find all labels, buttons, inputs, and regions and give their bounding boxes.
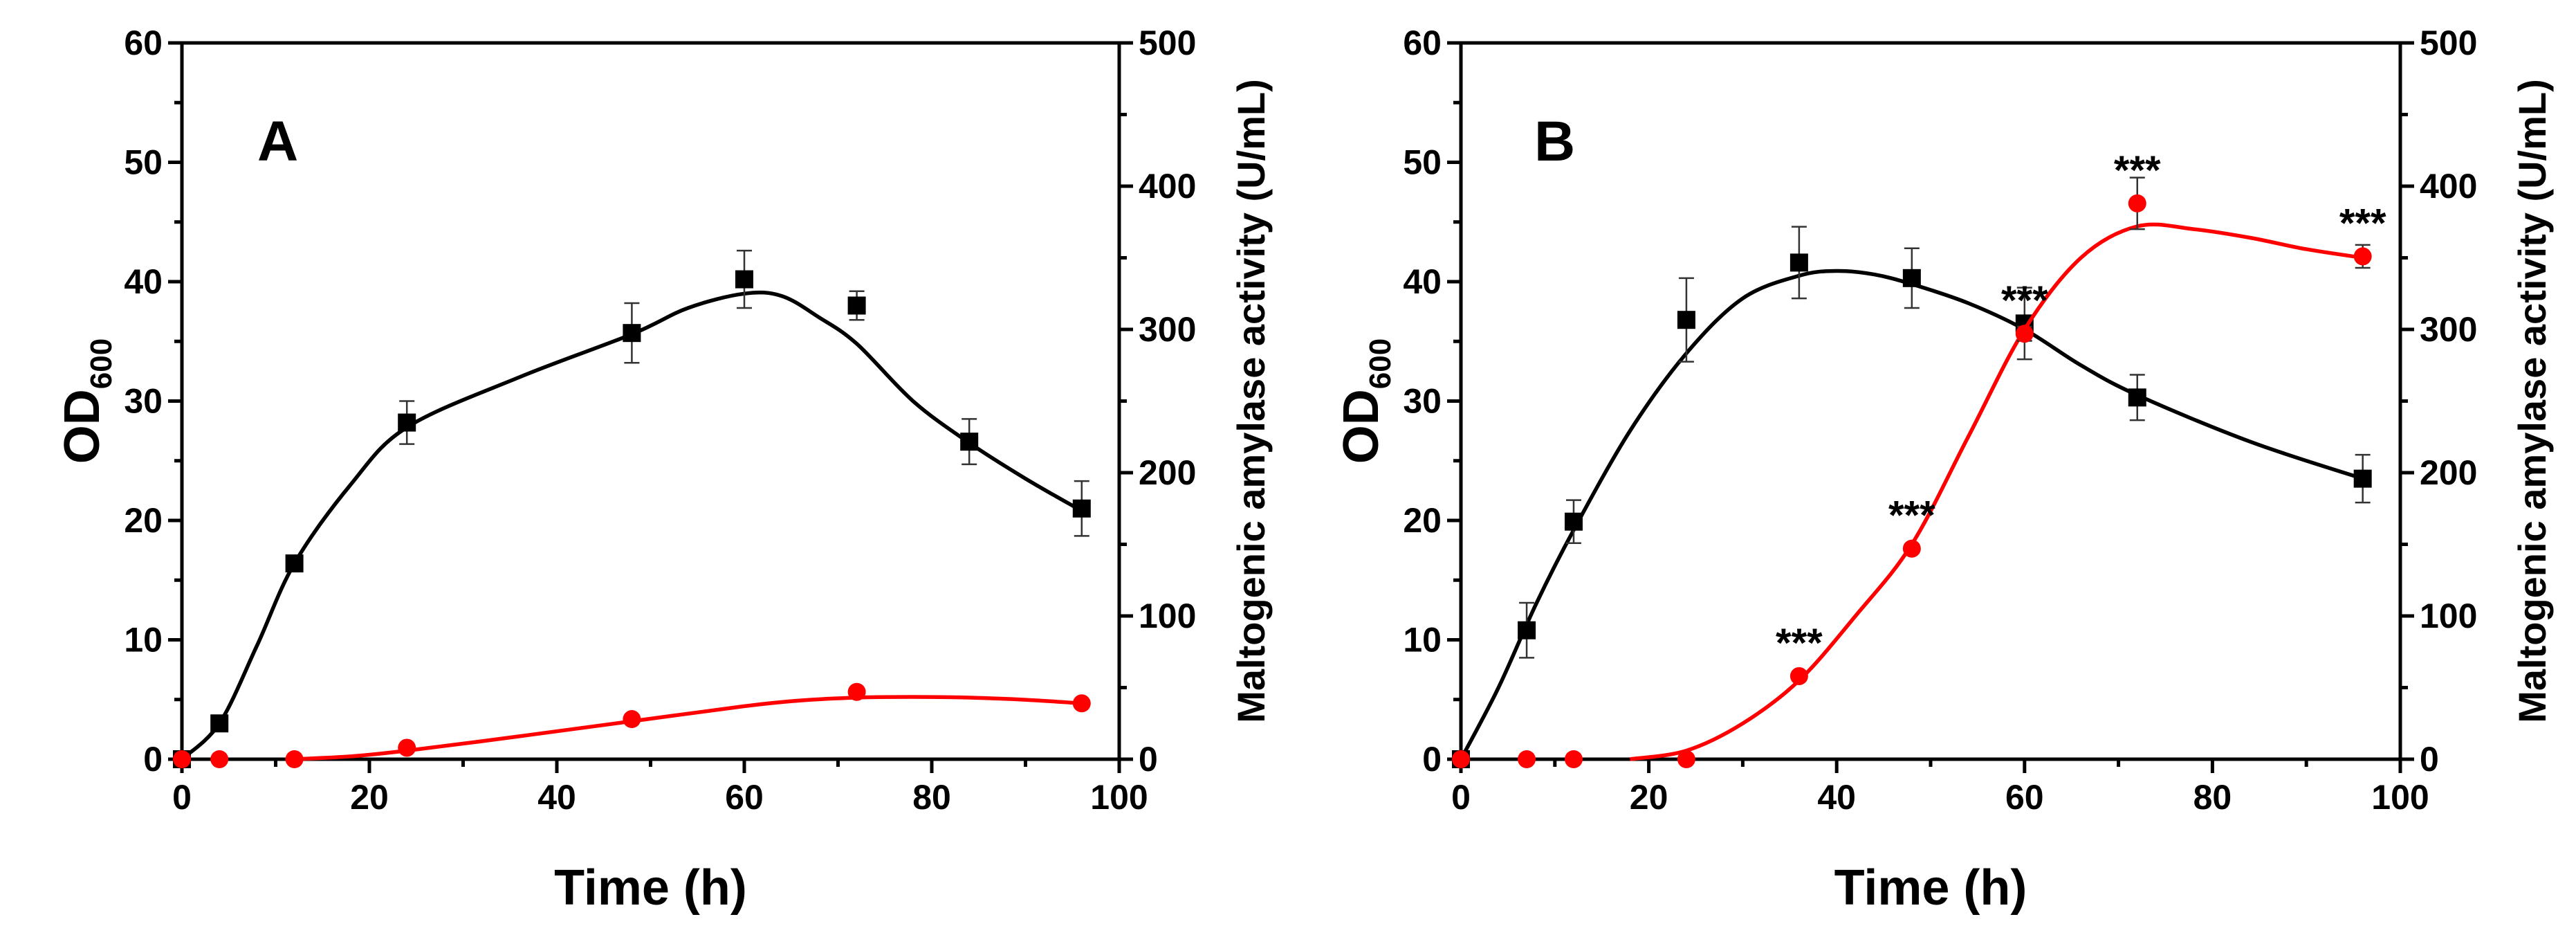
data-point-circle — [847, 682, 866, 701]
data-point-circle — [1790, 666, 1808, 685]
y2-tick-label: 0 — [2420, 740, 2439, 779]
series-activity: *** *** *** *** *** — [1452, 148, 2386, 768]
data-point-square — [285, 554, 304, 573]
y2-tick-label: 300 — [2420, 310, 2477, 349]
data-point-circle — [2015, 325, 2034, 343]
x-tick-label: 80 — [912, 778, 951, 817]
x-tick-label: 40 — [1817, 778, 1856, 817]
y2-tick-label: 300 — [1139, 310, 1196, 349]
y2-tick-label: 400 — [2420, 167, 2477, 206]
series-line — [1629, 222, 2364, 761]
y-tick-label: 20 — [1403, 501, 1442, 540]
y2-tick-label: 0 — [1139, 740, 1158, 779]
y-tick-label: 10 — [124, 621, 163, 660]
data-point-circle — [1902, 539, 1921, 558]
x-tick-label: 0 — [172, 778, 192, 817]
data-point-square — [960, 433, 979, 451]
x-tick-label: 100 — [1090, 778, 1148, 817]
series-od600 — [173, 249, 1091, 768]
y-tick-label: 50 — [1403, 143, 1442, 182]
y-tick-label: 30 — [124, 382, 163, 421]
x-tick-label: 100 — [2371, 778, 2429, 817]
data-point-circle — [2128, 194, 2146, 212]
plot-frame — [1459, 41, 2402, 761]
data-point-circle — [210, 750, 229, 768]
y2-tick-label: 500 — [2420, 24, 2477, 62]
data-point-circle — [173, 750, 191, 768]
significance-label: *** — [1888, 493, 1935, 538]
data-point-square — [1902, 269, 1921, 287]
y-axis-title: OD600 — [55, 338, 118, 464]
y-tick-label: 40 — [1403, 262, 1442, 301]
significance-label: *** — [2339, 201, 2386, 246]
data-point-square — [623, 324, 641, 343]
y-axis-title-main: OD — [1334, 389, 1389, 464]
y-tick-label: 60 — [1403, 24, 1442, 62]
y-tick-label: 0 — [143, 740, 163, 779]
data-point-circle — [1677, 750, 1695, 768]
data-point-square — [1518, 621, 1536, 639]
data-point-circle — [1518, 750, 1536, 768]
y2-tick-label: 400 — [1139, 167, 1196, 206]
plot-frame — [180, 41, 1121, 761]
y-tick-label: 0 — [1422, 740, 1442, 779]
y-tick-label: 10 — [1403, 621, 1442, 660]
panel-label: A — [257, 110, 298, 173]
data-point-circle — [285, 750, 304, 768]
x-tick-label: 20 — [350, 778, 389, 817]
panel-b: B 0 20 40 60 80 10001020304050600100200300400… — [1334, 24, 2554, 916]
data-point-square — [1564, 512, 1583, 531]
x-axis-title: Time (h) — [1834, 860, 2027, 916]
y2-tick-label: 100 — [1139, 597, 1196, 635]
data-point-circle — [1564, 750, 1583, 768]
data-point-square — [847, 296, 866, 315]
y-axis-title: OD600 — [1334, 338, 1397, 464]
significance-label: *** — [2001, 278, 2048, 323]
y-tick-label: 40 — [124, 262, 163, 301]
y-tick-label: 60 — [124, 24, 163, 62]
data-point-circle — [1452, 750, 1470, 768]
data-point-circle — [2353, 247, 2372, 266]
panel-a: A 0 20 40 60 80 10001020304050600100200300400… — [55, 24, 1273, 916]
x-tick-label: 60 — [725, 778, 764, 817]
panel-label: B — [1534, 110, 1575, 173]
y2-tick-label: 500 — [1139, 24, 1196, 62]
data-point-square — [210, 714, 229, 733]
y-axis-title-subscript: 600 — [1363, 338, 1397, 389]
x-axis-title: Time (h) — [554, 860, 747, 916]
data-point-square — [735, 270, 753, 289]
data-point-square — [1677, 311, 1695, 329]
y2-tick-label: 200 — [1139, 453, 1196, 492]
y2-tick-label: 100 — [2420, 597, 2477, 635]
data-point-circle — [623, 710, 641, 729]
data-point-square — [1790, 253, 1808, 272]
y-tick-label: 20 — [124, 501, 163, 540]
series-line — [181, 290, 1083, 761]
y2-axis-title: Maltogenic amylase activity (U/mL) — [2510, 79, 2554, 723]
y-tick-label: 50 — [124, 143, 163, 182]
x-tick-label: 80 — [2193, 778, 2232, 817]
x-tick-label: 40 — [537, 778, 576, 817]
significance-label: *** — [1776, 621, 1823, 666]
series-activity — [173, 682, 1091, 768]
data-point-square — [2353, 469, 2372, 488]
y2-axis-title: Maltogenic amylase activity (U/mL) — [1229, 79, 1273, 723]
y2-tick-label: 200 — [2420, 453, 2477, 492]
data-point-square — [1072, 499, 1091, 518]
data-point-circle — [1072, 694, 1091, 713]
data-point-square — [2128, 388, 2146, 407]
x-tick-label: 0 — [1451, 778, 1471, 817]
x-tick-label: 20 — [1630, 778, 1668, 817]
x-tick-label: 60 — [2005, 778, 2044, 817]
data-point-circle — [398, 738, 416, 757]
significance-label: *** — [2114, 148, 2161, 193]
data-point-square — [398, 413, 416, 432]
y-axis-title-subscript: 600 — [84, 338, 118, 389]
y-axis-title-main: OD — [55, 389, 110, 464]
y-tick-label: 30 — [1403, 382, 1442, 421]
